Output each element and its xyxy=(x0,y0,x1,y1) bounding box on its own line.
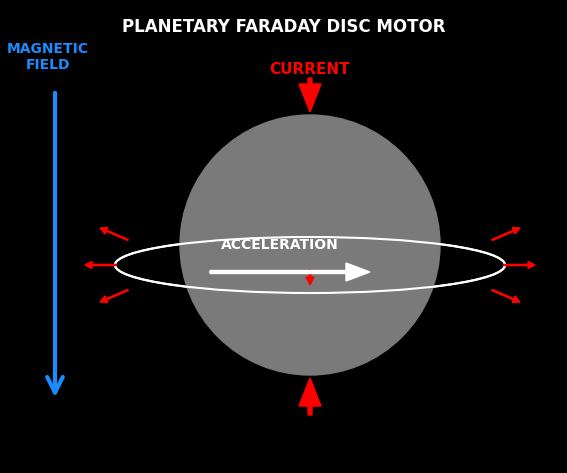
FancyArrow shape xyxy=(85,262,116,269)
Text: PLANETARY FARADAY DISC MOTOR: PLANETARY FARADAY DISC MOTOR xyxy=(122,18,445,36)
FancyArrow shape xyxy=(299,78,321,112)
Text: ACCELERATION: ACCELERATION xyxy=(221,238,339,252)
FancyArrow shape xyxy=(100,228,128,241)
Text: CURRENT: CURRENT xyxy=(270,62,350,77)
Text: MAGNETIC
FIELD: MAGNETIC FIELD xyxy=(7,42,89,72)
FancyArrow shape xyxy=(504,262,535,269)
FancyArrow shape xyxy=(306,270,314,285)
FancyArrow shape xyxy=(210,263,370,281)
FancyArrow shape xyxy=(100,289,128,302)
Circle shape xyxy=(180,115,440,375)
FancyArrow shape xyxy=(492,228,520,241)
FancyArrow shape xyxy=(492,289,520,302)
FancyArrow shape xyxy=(299,378,321,415)
